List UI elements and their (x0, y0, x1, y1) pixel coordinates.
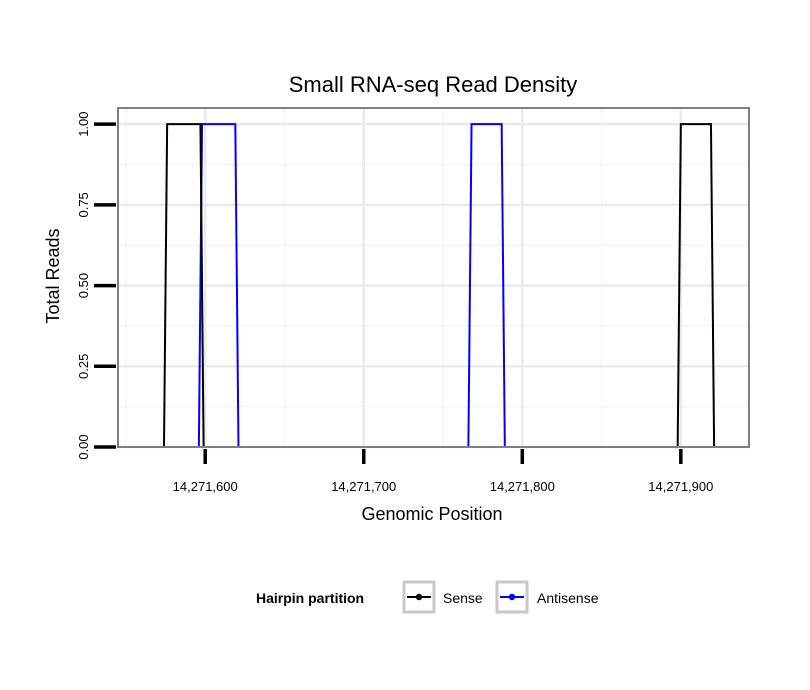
plot-panel (118, 108, 749, 447)
legend-label: Antisense (537, 590, 599, 606)
y-tick-label: 0.25 (76, 354, 91, 379)
y-tick-label: 1.00 (76, 111, 91, 136)
x-tick-label: 14,271,600 (173, 479, 238, 494)
x-tick-label: 14,271,900 (648, 479, 713, 494)
y-axis: 0.00 0.25 0.50 0.75 1.00 (76, 111, 116, 460)
legend-item-sense: Sense (402, 580, 483, 614)
legend-item-antisense: Antisense (495, 580, 599, 614)
legend-title: Hairpin partition (256, 590, 364, 606)
x-tick-label: 14,271,700 (331, 479, 396, 494)
legend: Hairpin partition Sense Antisense (256, 580, 599, 614)
legend-label: Sense (443, 590, 483, 606)
x-axis: 14,271,600 14,271,700 14,271,800 14,271,900 (173, 449, 713, 494)
plot-background (118, 108, 749, 447)
legend-key-dot (415, 593, 423, 601)
y-tick-label: 0.75 (76, 192, 91, 217)
legend-key-dot (508, 593, 516, 601)
y-tick-label: 0.50 (76, 273, 91, 298)
y-axis-label: Total Reads (43, 228, 63, 323)
x-tick-label: 14,271,800 (490, 479, 555, 494)
x-axis-label: Genomic Position (361, 504, 502, 524)
y-tick-label: 0.00 (76, 434, 91, 459)
panel-border (117, 107, 750, 448)
chart-title: Small RNA-seq Read Density (289, 72, 578, 97)
